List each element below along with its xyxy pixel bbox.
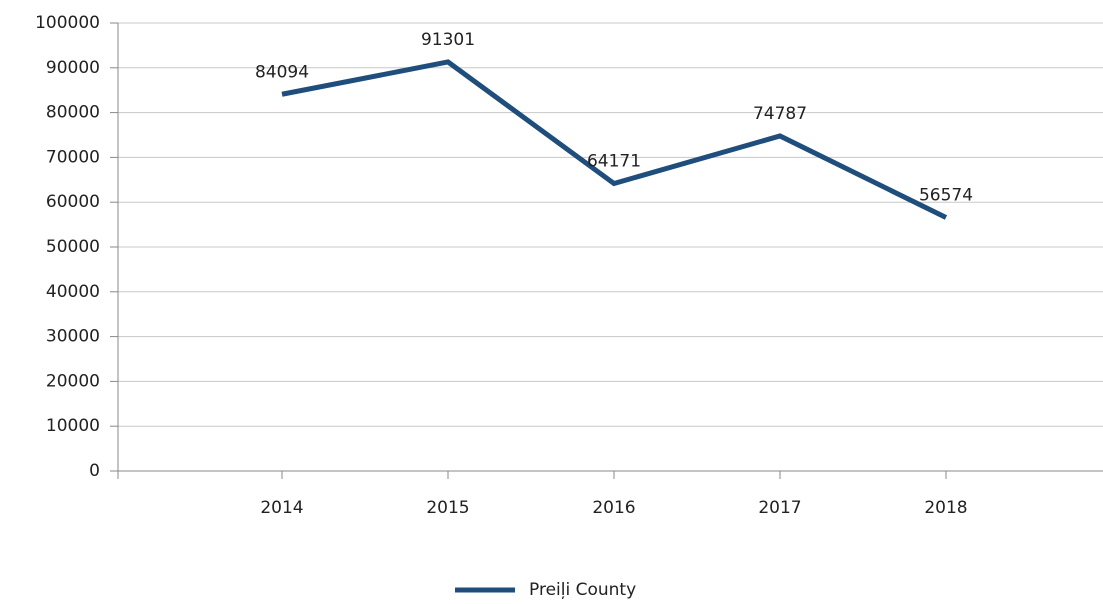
y-tick-label: 40000 [46,282,100,302]
x-tick-label: 2015 [426,498,469,518]
y-tick-label: 10000 [46,416,100,436]
y-tick-label: 100000 [35,13,100,33]
x-tick-label: 2018 [924,498,967,518]
y-tick-label: 50000 [46,237,100,257]
data-label: 56574 [919,186,973,206]
data-label: 84094 [255,62,309,82]
series-line [281,59,948,220]
data-label: 74787 [753,104,807,124]
legend-label: Preiļi County [529,580,636,600]
y-tick-label: 70000 [46,147,100,167]
y-tick-label: 0 [89,461,100,481]
y-tick-label: 20000 [46,371,100,391]
y-tick-label: 30000 [46,327,100,347]
y-tick-label: 90000 [46,58,100,78]
x-tick-label: 2014 [260,498,303,518]
data-label: 91301 [421,30,475,50]
y-tick-label: 60000 [46,192,100,212]
y-tick-label: 80000 [46,103,100,123]
x-tick-label: 2016 [592,498,635,518]
data-label: 64171 [587,152,641,172]
x-tick-label: 2017 [758,498,801,518]
